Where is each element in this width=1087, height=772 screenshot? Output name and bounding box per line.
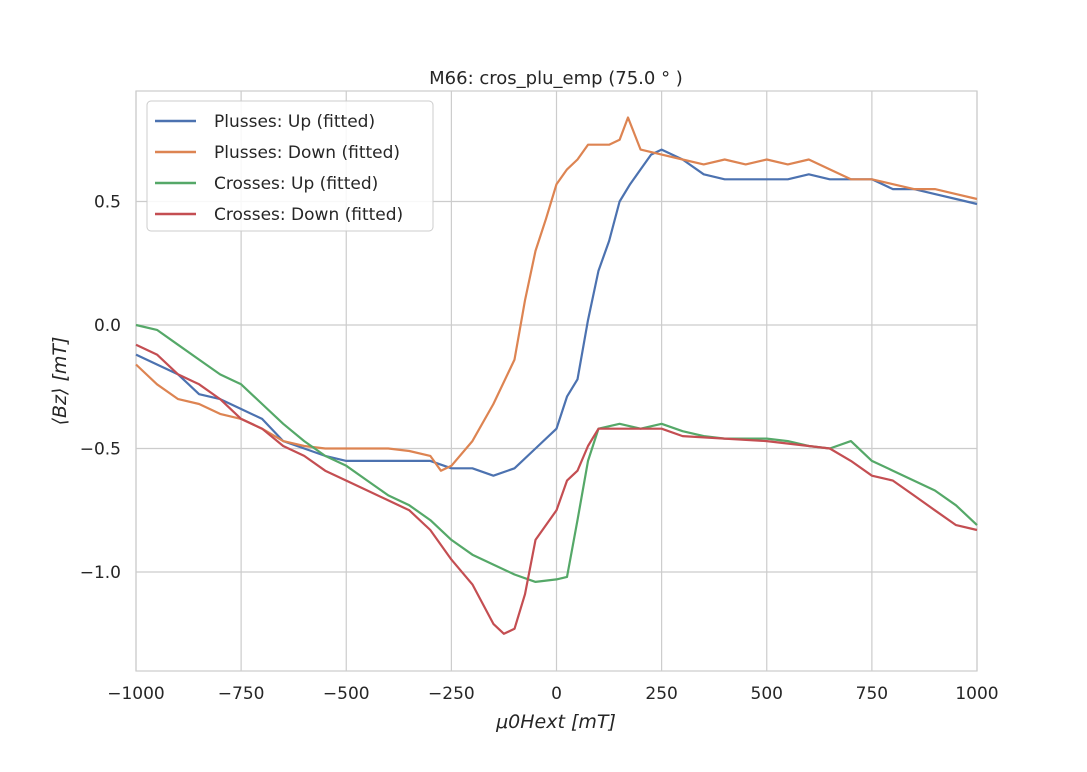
y-tick-label: 0.0	[94, 316, 121, 336]
x-tick-label: 500	[751, 684, 783, 704]
x-tick-label: −250	[428, 684, 475, 704]
y-tick-label: −0.5	[80, 440, 121, 460]
legend-box	[146, 100, 434, 232]
x-tick-label: 0	[551, 684, 562, 704]
legend-label: Crosses: Down (fitted)	[214, 205, 403, 225]
y-tick-label: 0.5	[94, 193, 121, 213]
legend-label: Crosses: Up (fitted)	[214, 174, 378, 194]
legend: Plusses: Up (fitted) Plusses: Down (fitte…	[146, 100, 434, 232]
plot-frame	[135, 90, 978, 672]
tick-labels: −1000 −750 −500 −250 0 250 500 750 1000 0.5 0.0 −0.…	[80, 193, 999, 705]
x-tick-label: 1000	[955, 684, 998, 704]
y-tick-label: −1.0	[80, 563, 121, 583]
legend-label: Plusses: Up (fitted)	[214, 112, 375, 132]
x-tick-label: −750	[218, 684, 265, 704]
x-tick-label: 250	[645, 684, 677, 704]
x-tick-label: −1000	[107, 684, 165, 704]
legend-label: Plusses: Down (fitted)	[214, 143, 400, 163]
chart-title: M66: cros_plu_emp (75.0 ° )	[429, 68, 683, 89]
y-axis-label: ⟨Bz⟩ [mT]	[49, 337, 71, 426]
series-lines	[135, 116, 978, 635]
series-line-1	[135, 148, 978, 477]
series-line-2	[135, 116, 978, 472]
x-axis-label: μ0Hext [mT]	[495, 711, 616, 733]
x-tick-label: −500	[323, 684, 370, 704]
series-line-4	[135, 343, 978, 635]
x-tick-label: 750	[856, 684, 888, 704]
